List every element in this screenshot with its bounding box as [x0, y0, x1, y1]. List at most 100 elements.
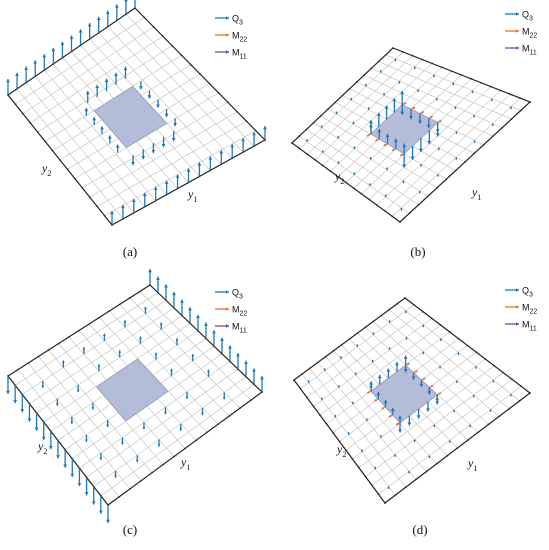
- q3-arrow: [185, 391, 189, 399]
- legend-subscript: 3: [239, 294, 243, 301]
- q3-arrow: [131, 198, 136, 213]
- q3-arrow: [321, 150, 324, 153]
- q3-arrow: [121, 437, 124, 445]
- legend-item: M22: [505, 27, 537, 40]
- frame-tick: [37, 355, 40, 358]
- q3-arrow: [418, 138, 423, 153]
- q3-arrow: [403, 355, 408, 366]
- q3-arrow: [353, 146, 356, 149]
- q3-arrow: [92, 117, 97, 126]
- axis-label-y2: y2: [336, 442, 346, 459]
- q3-arrow: [24, 66, 29, 83]
- legend-item: Q3: [215, 14, 243, 27]
- frame-tick: [364, 475, 367, 478]
- frame-tick: [377, 493, 380, 496]
- q3-arrow: [457, 352, 460, 355]
- q3-arrow: [230, 144, 235, 159]
- q3-arrow: [13, 385, 18, 404]
- q3-arrow: [351, 401, 354, 405]
- frame-tick: [143, 16, 146, 19]
- frame-tick: [17, 368, 19, 371]
- legend-arrow-icon: [215, 290, 229, 294]
- q3-arrow: [197, 162, 202, 177]
- q3-arrow: [427, 387, 432, 395]
- q3-arrow: [402, 143, 407, 154]
- q3-arrow: [123, 320, 127, 328]
- m22-arrow: [366, 133, 372, 137]
- frame-tick: [435, 462, 438, 465]
- frame-tick: [356, 81, 358, 83]
- q3-arrow: [417, 89, 420, 93]
- frame-tick: [301, 373, 303, 375]
- frame-tick: [520, 385, 522, 388]
- q3-arrow: [212, 330, 216, 347]
- m22-arrow: [421, 377, 426, 381]
- q3-arrow: [510, 106, 513, 110]
- frame-tick: [470, 78, 473, 80]
- frame-tick: [96, 205, 98, 208]
- m22-arrow: [437, 119, 442, 124]
- q3-arrow: [306, 139, 309, 142]
- q3-arrow: [374, 466, 377, 470]
- q3-arrow: [433, 74, 435, 78]
- q3-arrow: [70, 458, 75, 477]
- q3-arrow: [471, 90, 474, 94]
- frame-tick: [399, 221, 401, 223]
- q3-arrow: [384, 105, 389, 120]
- q3-arrow: [144, 306, 147, 314]
- q3-arrow: [392, 98, 397, 113]
- legend-item: M11: [505, 44, 537, 57]
- legend-arrow-icon: [505, 46, 519, 50]
- frame-tick: [47, 349, 50, 351]
- q3-arrow: [365, 83, 367, 87]
- frame-tick: [151, 471, 153, 474]
- legend-item: Q3: [505, 286, 533, 299]
- frame-tick: [236, 110, 238, 113]
- legend-arrow-icon: [505, 305, 519, 309]
- m22-arrow: [413, 370, 418, 374]
- q3-arrow: [91, 402, 95, 410]
- q3-arrow: [334, 414, 337, 418]
- q3-arrow: [369, 384, 374, 392]
- q3-arrow: [244, 360, 248, 377]
- q3-arrow: [454, 106, 457, 110]
- frame-tick: [401, 51, 404, 53]
- frame-tick: [467, 439, 469, 441]
- grid-line: [373, 321, 489, 425]
- frame-tick: [341, 94, 344, 97]
- loaded-patch: [370, 364, 438, 424]
- frame-tick: [299, 387, 302, 390]
- frame-tick: [320, 115, 322, 117]
- q3-arrow: [413, 439, 416, 442]
- q3-arrow: [138, 81, 143, 90]
- grid-line: [72, 353, 223, 460]
- q3-arrow: [337, 161, 340, 164]
- frame-tick: [404, 297, 406, 299]
- q3-arrow: [413, 66, 416, 70]
- frame-tick: [57, 342, 60, 345]
- frame-tick: [480, 81, 482, 84]
- q3-arrow: [135, 455, 139, 463]
- q3-arrow: [173, 118, 178, 127]
- q3-arrow: [236, 353, 240, 370]
- q3-arrow: [77, 468, 82, 487]
- frame-tick: [498, 415, 500, 418]
- frame-tick: [337, 176, 340, 178]
- q3-arrow: [398, 81, 401, 84]
- frame-tick: [245, 120, 248, 122]
- legend-arrow-icon: [215, 307, 229, 311]
- frame-tick: [139, 290, 141, 293]
- q3-arrow: [435, 394, 440, 402]
- frame-tick: [322, 164, 324, 167]
- q3-arrow: [61, 360, 65, 368]
- frame-tick: [477, 431, 480, 434]
- q3-arrow: [33, 60, 38, 77]
- frame-tick: [484, 358, 487, 360]
- frame-tick: [98, 316, 101, 319]
- frame-tick: [228, 415, 230, 418]
- q3-arrow: [114, 72, 118, 85]
- legend-symbol: M: [232, 31, 240, 41]
- grid-line: [125, 14, 255, 147]
